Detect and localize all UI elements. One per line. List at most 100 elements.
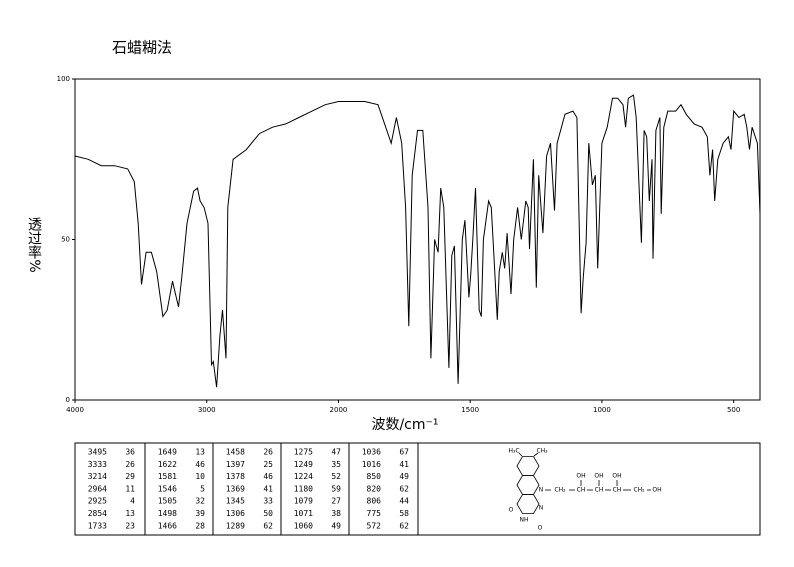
peak-transmittance: 52: [331, 472, 341, 481]
structure-label: CH: [595, 487, 604, 494]
peak-transmittance: 47: [331, 448, 341, 457]
peak-wavenumber: 1060: [294, 521, 313, 530]
x-axis-label: 波数/cm⁻¹: [371, 417, 438, 433]
peak-transmittance: 27: [331, 497, 341, 506]
peak-transmittance: 59: [331, 484, 341, 493]
structure-label: O: [538, 525, 543, 532]
structure-label: CH₂: [554, 487, 566, 494]
x-tick-label: 3000: [198, 406, 216, 414]
peak-wavenumber: 1498: [158, 509, 177, 518]
peak-wavenumber: 1546: [158, 484, 177, 493]
peak-transmittance: 32: [195, 497, 205, 506]
peak-transmittance: 28: [195, 521, 205, 530]
x-tick-label: 1500: [461, 406, 479, 414]
table-dividers: [144, 443, 419, 535]
chart-title: 石蜡糊法: [112, 39, 172, 57]
peak-transmittance: 41: [263, 484, 273, 493]
peak-wavenumber: 3214: [88, 472, 107, 481]
structure-label: N: [539, 505, 544, 512]
y-tick-label: 100: [57, 75, 70, 83]
peak-wavenumber: 1505: [158, 497, 177, 506]
peak-transmittance: 46: [263, 472, 273, 481]
peak-wavenumber: 1466: [158, 521, 177, 530]
peak-wavenumber: 1369: [226, 484, 245, 493]
structure-label: CH₂: [633, 487, 645, 494]
structure-label: OH: [594, 473, 603, 480]
structure-label: OH: [612, 473, 621, 480]
peak-transmittance: 5: [200, 484, 205, 493]
peak-transmittance: 10: [195, 472, 205, 481]
peak-transmittance: 67: [399, 448, 409, 457]
spectrum-line: [74, 94, 761, 388]
structure-label: NH: [520, 517, 529, 524]
peak-wavenumber: 1581: [158, 472, 177, 481]
structure-label: O: [509, 507, 514, 514]
structure-label: CH₃: [536, 448, 548, 455]
peak-transmittance: 49: [399, 472, 409, 481]
peak-transmittance: 44: [399, 497, 409, 506]
peak-wavenumber: 820: [367, 484, 382, 493]
y-axis-label: 透过率%: [26, 217, 42, 272]
peak-wavenumber: 572: [367, 521, 382, 530]
peak-wavenumber: 1378: [226, 472, 245, 481]
structure-label: N: [539, 487, 544, 494]
peak-transmittance: 26: [263, 448, 273, 457]
peak-wavenumber: 1071: [294, 509, 313, 518]
peak-wavenumber: 1249: [294, 460, 313, 469]
peak-transmittance: 33: [263, 497, 273, 506]
peak-transmittance: 62: [399, 484, 409, 493]
structure-bonds: [516, 452, 651, 514]
y-tick-label: 50: [61, 236, 70, 244]
peak-transmittance: 62: [263, 521, 273, 530]
peak-transmittance: 29: [125, 472, 135, 481]
peak-transmittance: 58: [399, 509, 409, 518]
peak-wavenumber: 2854: [88, 509, 107, 518]
peak-transmittance: 41: [399, 460, 409, 469]
peak-wavenumber: 775: [367, 509, 382, 518]
peak-wavenumber: 1306: [226, 509, 245, 518]
peak-wavenumber: 1733: [88, 521, 107, 530]
x-tick-label: 1000: [593, 406, 611, 414]
peak-wavenumber: 1036: [362, 448, 381, 457]
structure-label: H₃C: [508, 448, 519, 455]
peak-transmittance: 38: [331, 509, 341, 518]
peak-wavenumber: 1180: [294, 484, 313, 493]
peak-wavenumber: 1016: [362, 460, 381, 469]
x-tick-label: 2000: [330, 406, 348, 414]
peak-transmittance: 11: [125, 484, 135, 493]
x-tick-label: 4000: [66, 406, 84, 414]
peak-transmittance: 13: [125, 509, 135, 518]
peak-transmittance: 36: [125, 448, 135, 457]
peak-wavenumber: 1458: [226, 448, 245, 457]
peak-wavenumber: 2964: [88, 484, 107, 493]
peak-transmittance: 50: [263, 509, 273, 518]
peak-transmittance: 25: [263, 460, 273, 469]
peak-transmittance: 13: [195, 448, 205, 457]
peak-wavenumber: 1079: [294, 497, 313, 506]
peak-transmittance: 62: [399, 521, 409, 530]
peak-wavenumber: 806: [367, 497, 382, 506]
peak-wavenumber: 850: [367, 472, 382, 481]
peak-wavenumber: 1289: [226, 521, 245, 530]
structure-label: CH: [577, 487, 586, 494]
peak-transmittance: 4: [130, 497, 135, 506]
peak-wavenumber: 1224: [294, 472, 313, 481]
peak-wavenumber: 1275: [294, 448, 313, 457]
peak-transmittance: 35: [331, 460, 341, 469]
peak-wavenumber: 1345: [226, 497, 245, 506]
peak-transmittance: 23: [125, 521, 135, 530]
peak-transmittance: 46: [195, 460, 205, 469]
peak-wavenumber: 1622: [158, 460, 177, 469]
peak-transmittance: 39: [195, 509, 205, 518]
peak-wavenumber: 1649: [158, 448, 177, 457]
x-tick-label: 500: [727, 406, 740, 414]
structure-label: OH: [576, 473, 585, 480]
y-tick-label: 0: [66, 396, 70, 404]
peak-wavenumber: 3333: [88, 460, 107, 469]
structure-label: OH: [652, 487, 661, 494]
peak-transmittance: 26: [125, 460, 135, 469]
peak-transmittance: 49: [331, 521, 341, 530]
peak-wavenumber: 3495: [88, 448, 107, 457]
structure-label: CH: [613, 487, 622, 494]
